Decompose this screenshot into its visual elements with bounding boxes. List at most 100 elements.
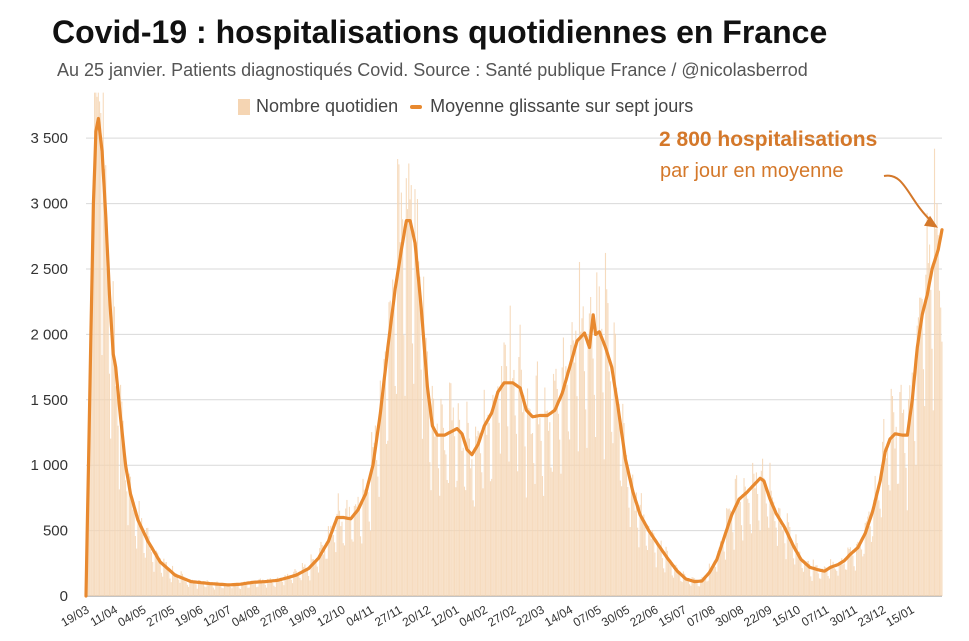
daily-bar [545, 411, 547, 596]
daily-bar [587, 334, 589, 596]
daily-bar [257, 586, 259, 596]
daily-bar [867, 516, 869, 596]
daily-bar [113, 306, 115, 596]
daily-bar [828, 578, 830, 596]
daily-bar [217, 582, 219, 596]
daily-bar [708, 563, 710, 596]
daily-bar [477, 430, 479, 596]
daily-bar [426, 351, 428, 596]
daily-bar [155, 550, 158, 596]
daily-bar [350, 518, 352, 596]
x-tick-label: 27/08 [258, 602, 291, 629]
daily-bar [743, 478, 745, 596]
daily-bar [864, 522, 866, 596]
daily-bar [878, 500, 880, 596]
daily-bar [287, 573, 289, 596]
daily-bar [734, 478, 736, 596]
daily-bar [752, 462, 754, 596]
daily-bar [415, 242, 417, 596]
daily-bar [920, 297, 922, 596]
daily-bar [760, 470, 762, 596]
daily-bar [907, 399, 910, 596]
daily-bar [888, 484, 890, 596]
daily-bar [157, 552, 159, 596]
daily-bar [148, 536, 150, 596]
daily-bar [789, 527, 791, 596]
daily-bar [351, 539, 353, 596]
daily-bar [742, 540, 744, 596]
daily-bar [317, 572, 320, 596]
moving-average-path [84, 116, 944, 598]
daily-bar [608, 371, 610, 596]
daily-bar [937, 235, 939, 596]
daily-bar [97, 92, 99, 596]
daily-bar [701, 577, 703, 596]
daily-bar [747, 498, 749, 596]
daily-bar [450, 383, 452, 596]
x-tick-label: 22/06 [628, 602, 661, 629]
daily-bar [841, 558, 843, 596]
daily-bar [891, 396, 894, 596]
daily-bar [407, 209, 409, 596]
daily-bar [227, 586, 229, 596]
daily-bar [505, 366, 508, 596]
daily-bar [625, 454, 628, 596]
daily-bar [357, 496, 359, 596]
daily-bar [914, 441, 916, 596]
daily-bar [796, 542, 798, 596]
daily-bar [915, 465, 917, 596]
daily-bar [586, 447, 588, 596]
daily-bar [895, 426, 897, 596]
daily-bar [614, 333, 616, 596]
daily-bar [319, 548, 321, 596]
daily-bar [844, 569, 847, 596]
daily-bar [373, 442, 375, 596]
daily-bar [546, 410, 548, 596]
daily-bar [183, 576, 185, 596]
daily-bar [618, 403, 620, 596]
daily-bar [143, 553, 145, 596]
daily-bar [564, 383, 566, 596]
daily-bar [728, 508, 730, 596]
daily-bar [880, 517, 882, 596]
daily-bar [525, 497, 527, 596]
daily-bar [321, 544, 323, 596]
daily-bar [832, 561, 834, 596]
daily-bar [201, 584, 203, 596]
daily-bar [303, 566, 305, 596]
daily-bar [188, 586, 190, 596]
daily-bar [639, 504, 641, 596]
daily-bar [554, 380, 556, 596]
daily-bar [189, 579, 191, 596]
daily-bar [927, 263, 929, 596]
daily-bar [932, 410, 934, 596]
daily-bar [919, 297, 921, 596]
daily-bar [648, 525, 650, 596]
daily-bar [94, 92, 96, 596]
daily-bar [680, 580, 682, 596]
daily-bar [565, 366, 567, 596]
x-tick-label: 27/05 [144, 602, 177, 629]
daily-bar [390, 318, 393, 596]
daily-bar [352, 541, 354, 596]
daily-bar [381, 402, 383, 596]
daily-bar [877, 490, 879, 596]
daily-bar [524, 446, 526, 596]
daily-bar [451, 420, 453, 596]
daily-bar [241, 582, 243, 596]
daily-bar [848, 549, 850, 596]
daily-bar [123, 458, 125, 596]
daily-bar [218, 583, 221, 596]
daily-bar [582, 306, 584, 596]
daily-bar [442, 427, 444, 596]
daily-bar [726, 508, 728, 596]
daily-bar [833, 568, 835, 596]
daily-bar [134, 535, 136, 596]
daily-bar [484, 420, 487, 596]
daily-bar [602, 392, 604, 596]
daily-bar [265, 587, 268, 596]
daily-bar [225, 584, 227, 596]
x-tick-label: 04/08 [229, 602, 262, 629]
daily-bar [794, 564, 796, 596]
daily-bar [221, 588, 223, 596]
